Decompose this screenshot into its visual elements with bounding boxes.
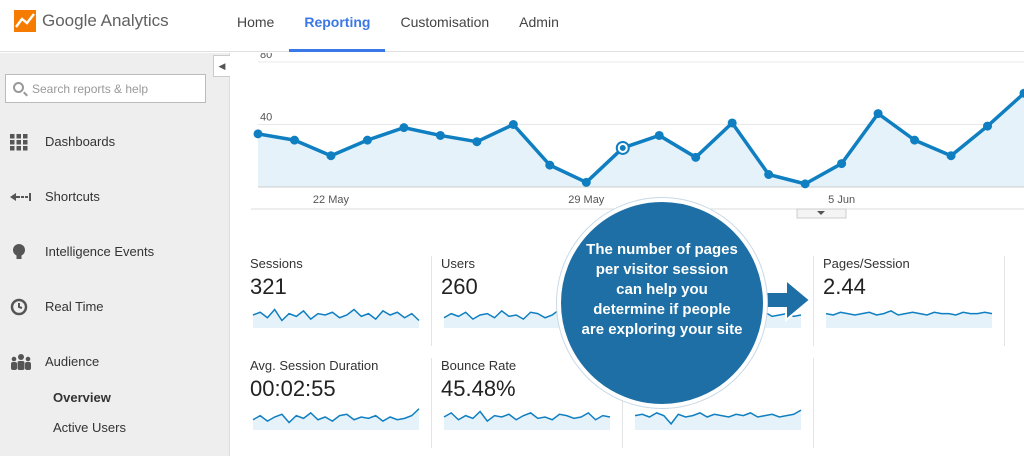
series-line xyxy=(257,91,1024,186)
data-point[interactable] xyxy=(727,118,737,128)
metric-new-sessions[interactable] xyxy=(632,358,814,448)
collapse-sidebar-button[interactable]: ◀ xyxy=(213,55,230,77)
nav-home[interactable]: Home xyxy=(237,14,275,30)
search-input[interactable]: Search reports & help xyxy=(5,74,206,103)
metric-bounce-rate[interactable]: Bounce Rate 45.48% xyxy=(441,358,623,448)
clock-icon xyxy=(10,298,28,316)
sidebar-item-label: Dashboards xyxy=(45,134,116,149)
top-bar: Google Analytics Home Reporting Customis… xyxy=(0,0,1024,52)
sparkline-line xyxy=(252,408,420,424)
search-placeholder: Search reports & help xyxy=(32,82,149,96)
chevron-left-icon: ◀ xyxy=(218,61,226,71)
chevron-down-icon xyxy=(817,211,825,215)
data-point[interactable] xyxy=(910,135,920,145)
y-tick-label: 40 xyxy=(260,112,272,124)
data-point[interactable] xyxy=(764,170,774,179)
sidebar-item-label: Audience xyxy=(45,354,100,369)
data-point[interactable] xyxy=(581,177,591,187)
avg-session-duration-sparkline xyxy=(252,408,420,430)
metric-label: Users xyxy=(441,256,475,271)
sidebar-item-dashboards[interactable]: Dashboards xyxy=(0,126,213,156)
new-sessions-sparkline xyxy=(634,409,802,430)
sidebar-subitem-overview[interactable]: Overview xyxy=(53,390,111,405)
sidebar-item-real-time[interactable]: Real Time xyxy=(0,291,213,321)
search-icon xyxy=(13,82,24,93)
nav-customisation[interactable]: Customisation xyxy=(400,14,490,30)
data-point[interactable] xyxy=(472,137,482,147)
people-icon xyxy=(11,354,31,370)
metric-label: Pages/Session xyxy=(823,256,910,271)
data-point[interactable] xyxy=(545,160,555,170)
sparkline-area xyxy=(635,410,801,430)
bounce-rate-sparkline xyxy=(443,410,611,430)
app-name: Google Analytics xyxy=(42,11,169,30)
sidebar-item-label: Intelligence Events xyxy=(45,244,155,259)
data-point[interactable] xyxy=(691,152,701,162)
sidebar: ◀ Search reports & help Dashboards Short… xyxy=(0,53,230,456)
sparkline-line xyxy=(825,310,993,316)
sidebar-subitem-active-users[interactable]: Active Users xyxy=(53,420,126,435)
metric-label: Sessions xyxy=(250,256,303,271)
lightbulb-icon xyxy=(13,244,25,259)
dashboards-icon xyxy=(10,134,28,151)
data-point[interactable] xyxy=(983,121,993,131)
metric-value: 321 xyxy=(250,274,287,299)
sessions-line-chart: 80 40 22 May 29 May 5 Jun xyxy=(251,53,1024,219)
google-analytics-logo[interactable]: Google Analytics xyxy=(14,10,169,32)
y-tick-label: 80 xyxy=(260,53,272,61)
data-point[interactable] xyxy=(654,130,664,140)
sparkline-line xyxy=(634,409,802,426)
sidebar-item-audience[interactable]: Audience xyxy=(0,346,213,376)
metric-label: Bounce Rate xyxy=(441,358,517,373)
metric-value: 2.44 xyxy=(823,274,866,299)
data-point[interactable] xyxy=(800,179,810,189)
data-point[interactable] xyxy=(253,129,263,139)
analytics-logo-icon xyxy=(14,10,36,32)
metric-pages-per-session[interactable]: Pages/Session 2.44 xyxy=(823,256,1005,346)
data-point[interactable] xyxy=(399,123,409,133)
annotation-callout: The number of pages per visitor session … xyxy=(557,198,767,408)
metric-sessions[interactable]: Sessions 321 xyxy=(250,256,432,346)
data-point[interactable] xyxy=(362,135,372,145)
main-nav: Home Reporting Customisation Admin xyxy=(222,0,574,52)
callout-text: The number of pages per visitor session … xyxy=(581,241,743,338)
data-point[interactable] xyxy=(1019,88,1024,98)
sidebar-item-label: Real Time xyxy=(45,299,104,314)
sparkline-area xyxy=(253,408,419,430)
sidebar-item-label: Shortcuts xyxy=(45,189,100,204)
sparkline-area xyxy=(444,411,610,430)
nav-admin[interactable]: Admin xyxy=(519,14,559,30)
x-tick-label: 29 May xyxy=(568,194,605,206)
metric-avg-session-duration[interactable]: Avg. Session Duration 00:02:55 xyxy=(250,358,432,448)
data-point[interactable] xyxy=(946,151,956,161)
data-point-highlighted-core xyxy=(619,144,626,151)
sparkline-area xyxy=(253,309,419,328)
data-point[interactable] xyxy=(873,109,883,119)
sparkline-line xyxy=(252,308,420,322)
sidebar-item-shortcuts[interactable]: Shortcuts xyxy=(0,181,213,211)
series-area xyxy=(258,93,1024,187)
data-point[interactable] xyxy=(289,135,299,145)
x-tick-label: 5 Jun xyxy=(828,194,855,206)
metric-label: Avg. Session Duration xyxy=(250,358,379,373)
nav-reporting[interactable]: Reporting xyxy=(289,0,386,52)
shortcuts-icon xyxy=(10,193,31,201)
metric-value: 45.48% xyxy=(441,376,516,401)
sessions-sparkline xyxy=(252,308,420,328)
data-point[interactable] xyxy=(435,130,445,140)
metric-value: 00:02:55 xyxy=(250,376,336,401)
sparkline-line xyxy=(443,410,611,423)
sparkline-area xyxy=(826,310,992,328)
metric-value: 260 xyxy=(441,274,478,299)
data-point[interactable] xyxy=(508,120,518,129)
x-tick-label: 22 May xyxy=(313,194,350,206)
sidebar-item-intelligence-events[interactable]: Intelligence Events xyxy=(0,236,213,266)
data-point[interactable] xyxy=(326,151,336,161)
data-point[interactable] xyxy=(837,159,847,169)
pages-per-session-sparkline xyxy=(825,310,993,328)
